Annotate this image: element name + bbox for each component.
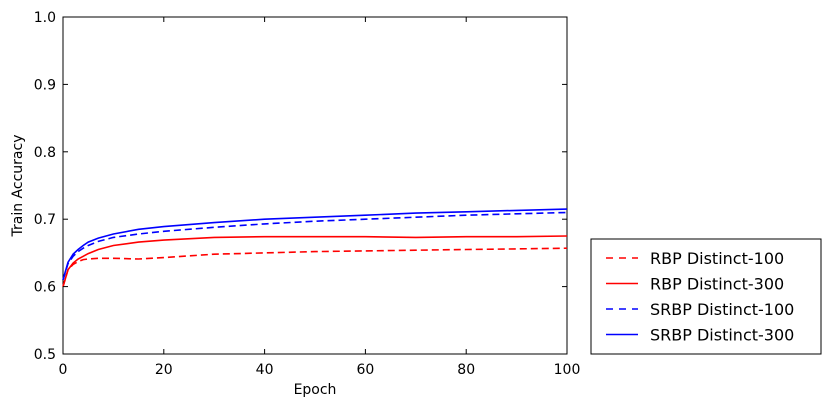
y-tick-label: 0.8 xyxy=(34,145,56,161)
legend-label: SRBP Distinct-100 xyxy=(650,300,794,319)
series-line-1 xyxy=(62,247,568,287)
x-tick-label: 0 xyxy=(59,362,68,378)
y-axis-label: Train Accuracy xyxy=(10,135,26,238)
y-tick-label: 0.9 xyxy=(34,77,56,93)
plot-frame xyxy=(62,16,568,355)
y-tick-label: 0.7 xyxy=(34,212,56,228)
legend-items: RBP Distinct-100 RBP Distinct-300 SRBP Dis… xyxy=(606,249,794,345)
series-line-3 xyxy=(62,211,568,281)
legend-label: RBP Distinct-300 xyxy=(650,275,784,294)
y-tick-label: 1.0 xyxy=(34,10,56,26)
series-line-4 xyxy=(62,208,568,281)
legend: RBP Distinct-100 RBP Distinct-300 SRBP Dis… xyxy=(590,238,822,355)
y-tick-label: 0.5 xyxy=(34,347,56,363)
x-tick-label: 80 xyxy=(457,362,475,378)
y-tick-label: 0.6 xyxy=(34,280,56,296)
x-tick-label: 40 xyxy=(256,362,274,378)
legend-label: RBP Distinct-100 xyxy=(650,249,784,268)
plot-area: 0 20 40 60 80 100 0.5 0.6 0.7 0.8 0.9 1.0 xyxy=(34,10,581,378)
legend-label: SRBP Distinct-300 xyxy=(650,326,794,345)
series-line-2 xyxy=(62,235,568,287)
x-tick-label: 20 xyxy=(155,362,173,378)
series-group xyxy=(62,208,568,287)
x-tick-label: 60 xyxy=(356,362,374,378)
x-tick-label: 100 xyxy=(554,362,581,378)
axis-ticks: 0 20 40 60 80 100 0.5 0.6 0.7 0.8 0.9 1.0 xyxy=(34,10,581,378)
x-axis-label: Epoch xyxy=(294,382,337,398)
